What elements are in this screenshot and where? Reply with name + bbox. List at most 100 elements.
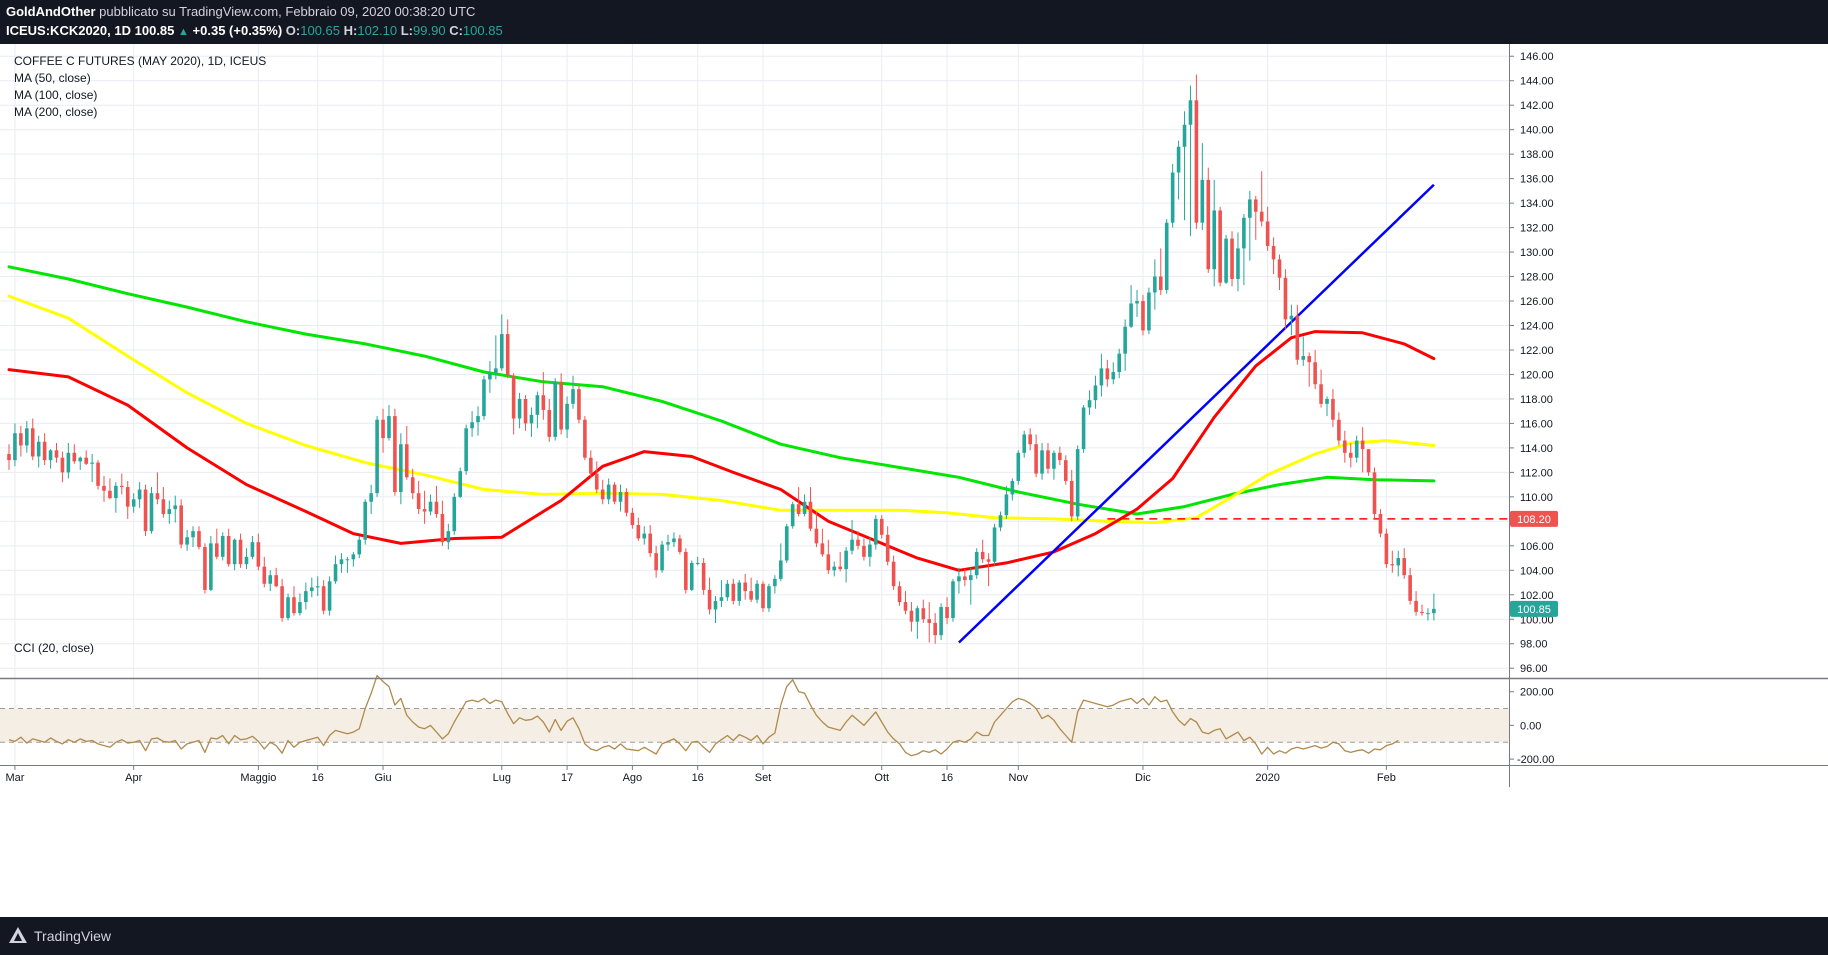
candle-body bbox=[684, 551, 688, 590]
candle bbox=[1408, 567, 1412, 605]
candle-body bbox=[120, 485, 124, 488]
candle-body bbox=[244, 556, 249, 565]
candle-body bbox=[1206, 179, 1211, 270]
legend-cci[interactable]: CCI (20, close) bbox=[14, 641, 94, 655]
close-label: C: bbox=[449, 23, 463, 38]
price-tick-label: 146.00 bbox=[1520, 51, 1554, 63]
time-axis[interactable]: Mar Apr Maggio 16 Giu Lug 17 Ago 16 Set Ott 16 Nov Di… bbox=[5, 766, 1396, 784]
candle bbox=[725, 580, 730, 601]
candle bbox=[921, 599, 926, 623]
candle-body bbox=[517, 398, 522, 419]
candle bbox=[642, 526, 647, 545]
price-tick-label: 138.00 bbox=[1520, 149, 1554, 161]
candle bbox=[167, 500, 172, 524]
candle bbox=[885, 526, 890, 566]
candle bbox=[399, 433, 403, 505]
candle bbox=[1354, 435, 1359, 463]
legend-title[interactable]: COFFEE C FUTURES (MAY 2020), 1D, ICEUS bbox=[14, 54, 266, 68]
author-name[interactable]: GoldAndOther bbox=[6, 4, 96, 19]
candle bbox=[779, 543, 783, 582]
candle-body bbox=[179, 505, 183, 545]
trendline[interactable] bbox=[958, 183, 1435, 644]
candle-body bbox=[838, 566, 842, 570]
cci-line-group bbox=[8, 674, 1399, 757]
footer-brand[interactable]: TradingView bbox=[34, 928, 112, 944]
price-tick-label: 96.00 bbox=[1520, 663, 1548, 675]
price-tick-label: 142.00 bbox=[1520, 100, 1554, 112]
symbol[interactable]: ICEUS:KCK2020, 1D bbox=[6, 23, 131, 38]
candle bbox=[820, 528, 825, 557]
candle bbox=[963, 569, 967, 587]
candle bbox=[517, 392, 522, 429]
price-tick-label: 112.00 bbox=[1520, 467, 1553, 479]
candle-body bbox=[1016, 452, 1021, 481]
candle bbox=[90, 454, 94, 483]
candle-body bbox=[1224, 238, 1228, 283]
candle-body bbox=[440, 513, 445, 543]
tradingview-logo-icon[interactable] bbox=[8, 926, 28, 944]
candle bbox=[36, 435, 41, 468]
candle-body bbox=[891, 561, 896, 587]
candle bbox=[262, 556, 267, 588]
candle bbox=[1200, 143, 1205, 231]
trendline-group[interactable] bbox=[958, 183, 1435, 644]
candle bbox=[1390, 550, 1395, 573]
candle-body bbox=[452, 496, 457, 532]
candle-body bbox=[968, 575, 973, 581]
candle-body bbox=[1325, 398, 1329, 404]
candle-body bbox=[939, 607, 943, 636]
legend-ma100[interactable]: MA (100, close) bbox=[14, 88, 97, 102]
candle-body bbox=[998, 515, 1003, 528]
candle bbox=[672, 532, 676, 548]
time-tick-label: Giu bbox=[374, 772, 391, 784]
candle bbox=[434, 485, 439, 518]
candle-body bbox=[731, 583, 736, 601]
cci-axis[interactable]: 200.00 0.00 -200.00 bbox=[1509, 687, 1554, 766]
candle-body bbox=[482, 379, 486, 417]
candle-body bbox=[814, 528, 819, 544]
legend-ma200[interactable]: MA (200, close) bbox=[14, 105, 97, 119]
candle-body bbox=[1075, 449, 1080, 517]
candle-body bbox=[214, 543, 219, 557]
candle bbox=[957, 567, 961, 594]
candle-body bbox=[268, 575, 273, 584]
candle-body bbox=[114, 485, 118, 499]
candle bbox=[695, 556, 700, 566]
candle-body bbox=[672, 538, 676, 543]
candle bbox=[19, 425, 23, 457]
candle bbox=[292, 586, 296, 616]
candle bbox=[826, 539, 831, 574]
price-tick-label: 114.00 bbox=[1520, 443, 1553, 455]
candle bbox=[286, 593, 290, 621]
candle bbox=[1010, 478, 1015, 501]
candle-body bbox=[749, 591, 753, 600]
legend-ma50[interactable]: MA (50, close) bbox=[14, 71, 91, 85]
candle-body bbox=[1218, 210, 1222, 283]
candle bbox=[1194, 74, 1199, 229]
time-tick-label: 16 bbox=[941, 772, 953, 784]
candle-body bbox=[654, 553, 658, 571]
candle bbox=[404, 425, 409, 480]
candle bbox=[701, 558, 706, 595]
candle bbox=[470, 411, 474, 437]
time-tick-label: Apr bbox=[125, 772, 142, 784]
price-tick-label: 98.00 bbox=[1520, 639, 1548, 651]
candle bbox=[594, 461, 599, 494]
price-tick-label: 124.00 bbox=[1520, 321, 1554, 333]
chart-canvas[interactable]: 96.0098.00100.00102.00104.00106.00108.00… bbox=[0, 44, 1828, 917]
candle bbox=[476, 406, 480, 436]
candle-body bbox=[1141, 301, 1145, 331]
candle-body bbox=[434, 501, 439, 514]
candle bbox=[731, 578, 736, 605]
candle-body bbox=[725, 583, 730, 598]
candle-body bbox=[1153, 276, 1157, 293]
candle bbox=[1046, 443, 1050, 474]
candle-body bbox=[250, 542, 255, 557]
candle-body bbox=[470, 422, 474, 429]
candle bbox=[980, 539, 985, 563]
candle-body bbox=[363, 501, 368, 540]
candle bbox=[1366, 449, 1371, 477]
candle bbox=[499, 314, 504, 371]
candle-body bbox=[1093, 385, 1098, 401]
candle-body bbox=[630, 512, 635, 526]
